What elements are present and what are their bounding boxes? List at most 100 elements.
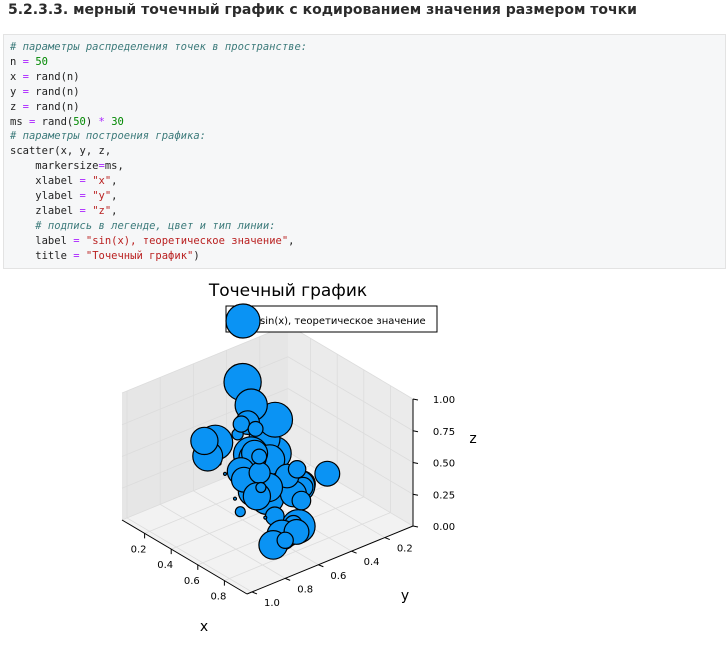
code-token: = xyxy=(79,204,86,217)
tick-labels: 0.2 0.4 0.6 0.8 0.2 0.4 0.6 0.8 1.0 0.00 0.25 0.50 0… xyxy=(131,395,455,609)
y-axis-label: y xyxy=(401,588,409,604)
code-token: = xyxy=(22,100,29,113)
z-tick xyxy=(412,462,419,464)
grid-line-z xyxy=(287,451,414,527)
code-token: "sin(x), теоретическое значение" xyxy=(85,234,289,247)
code-token: = xyxy=(22,85,29,98)
y-tick-label: 0.6 xyxy=(330,571,346,582)
code-token: rand(n) xyxy=(28,70,80,83)
code-line: title = "Точечный график") xyxy=(10,249,200,262)
legend-box xyxy=(225,305,438,333)
data-point xyxy=(232,415,250,433)
code-token: scatter(x, y, z, xyxy=(10,145,112,158)
data-point xyxy=(287,460,307,479)
x-tick-label: 0.4 xyxy=(157,560,173,571)
code-token: = xyxy=(98,160,105,173)
x-axis-label: x xyxy=(200,619,208,635)
code-token: title xyxy=(10,249,74,262)
code-token: 50 xyxy=(73,115,86,128)
grid-line-z xyxy=(287,419,414,495)
y-tick xyxy=(251,591,258,595)
z-axis-label: z xyxy=(469,431,476,447)
scatter-3d-chart: 0.2 0.4 0.6 0.8 0.2 0.4 0.6 0.8 1.0 0.00 0.25 0.50 0… xyxy=(121,281,477,635)
x-tick-label: 0.6 xyxy=(184,576,200,587)
code-token: ms xyxy=(10,115,29,128)
z-tick xyxy=(412,398,419,401)
code-token: "z" xyxy=(92,204,112,217)
z-tick-label: 0.25 xyxy=(433,490,455,501)
code-token: , xyxy=(111,175,118,188)
grid-line-y xyxy=(159,504,286,579)
code-token: , xyxy=(111,190,118,203)
data-point xyxy=(276,531,294,549)
code-token: = xyxy=(22,55,29,68)
code-token: x xyxy=(10,70,23,83)
code-token: "x" xyxy=(92,175,112,188)
code-token: = xyxy=(73,234,80,247)
data-point xyxy=(248,461,271,484)
data-point xyxy=(251,448,268,465)
legend-label: sin(x), теоретическое значение xyxy=(260,316,426,327)
z-tick-label: 0.00 xyxy=(433,522,455,533)
code-token: = xyxy=(22,70,29,83)
code-token: ) xyxy=(193,249,200,262)
code-line: # параметры построения графика: xyxy=(10,130,206,142)
data-point xyxy=(222,471,228,476)
code-token: # параметры построения графика: xyxy=(10,130,206,143)
grid-line-y xyxy=(193,490,319,566)
code-line: xlabel = "x", xyxy=(10,175,118,188)
code-token: = xyxy=(79,190,86,203)
data-point xyxy=(255,481,267,494)
code-token: rand(n) xyxy=(28,85,80,98)
data-point xyxy=(263,515,268,520)
code-line: ms = rand(50) * 30 xyxy=(10,116,124,128)
z-tick-label: 1.00 xyxy=(433,395,455,406)
data-point xyxy=(247,420,264,437)
x-tick-label: 0.8 xyxy=(210,592,226,603)
code-line: z = rand(n) xyxy=(10,101,80,113)
code-token: # подпись в легенде, цвет и тип линии: xyxy=(10,219,276,232)
code-token: 50 xyxy=(35,55,48,68)
data-points xyxy=(190,362,341,560)
y-tick xyxy=(351,550,357,554)
code-line: label = "sin(x), теоретическое значение"… xyxy=(10,234,295,247)
code-token: "Точечный график" xyxy=(85,249,194,262)
x-axis-line xyxy=(121,519,248,595)
data-point xyxy=(234,506,246,518)
code-token: , xyxy=(288,234,295,247)
code-line: # подпись в легенде, цвет и тип линии: xyxy=(10,219,276,232)
code-line: n = 50 xyxy=(10,56,48,68)
code-token: = xyxy=(79,175,86,188)
data-point xyxy=(314,460,341,487)
code-token: zlabel xyxy=(10,204,80,217)
code-token: # параметры распределения точек в простр… xyxy=(10,41,308,53)
grid-line-z xyxy=(287,388,414,463)
grid-line-z xyxy=(287,356,414,432)
code-token: 30 xyxy=(111,115,124,128)
grid-line-z xyxy=(121,356,289,426)
code-token: , xyxy=(111,204,118,217)
code-token: rand(n) xyxy=(28,100,80,113)
y-tick-label: 1.0 xyxy=(264,598,280,609)
data-point xyxy=(291,490,312,511)
x-tick-label: 0.2 xyxy=(131,544,147,555)
code-line: # параметры распределения точек в простр… xyxy=(10,41,307,53)
legend-marker xyxy=(225,303,261,339)
grid-line-z xyxy=(121,324,289,394)
code-token: "y" xyxy=(92,190,112,203)
data-point xyxy=(190,426,219,456)
code-token: markersize xyxy=(10,160,99,173)
grid-line-y xyxy=(126,517,253,593)
code-token: = xyxy=(73,249,80,262)
code-token: ) xyxy=(85,115,99,128)
chart-title: Точечный график xyxy=(208,281,367,301)
z-tick xyxy=(412,430,419,433)
z-tick-label: 0.75 xyxy=(433,427,455,438)
code-token: ms, xyxy=(104,160,124,173)
code-token: label xyxy=(10,234,74,247)
y-tick xyxy=(284,577,291,581)
y-tick xyxy=(384,537,390,541)
grid-line-x xyxy=(224,512,391,581)
code-block: # параметры распределения точек в простр… xyxy=(3,34,726,269)
code-token: rand( xyxy=(35,115,74,128)
